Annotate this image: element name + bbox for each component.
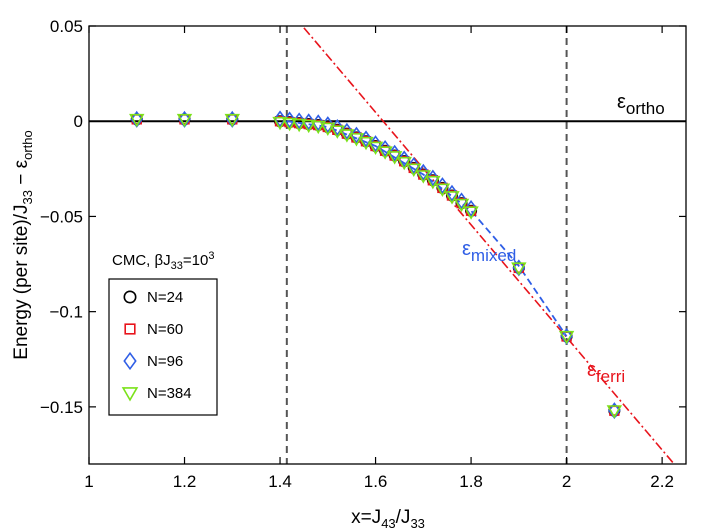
x-tick-label: 2 [562,472,571,491]
mixed-line [286,120,568,337]
data-point-n-96 [369,135,382,153]
data-point-n-384 [606,405,623,419]
y-tick-label: −0.05 [40,207,83,226]
ferri-annotation: εferri [587,359,625,386]
legend-marker [123,351,137,371]
data-point-n-96 [273,110,287,128]
data-point-n-384 [463,206,479,220]
data-point-n-384 [272,116,288,131]
legend-marker [123,290,137,304]
x-tick-label: 1 [84,472,93,491]
data-point-n-384 [434,183,451,197]
data-point-n-96 [388,144,401,162]
data-point-n-384 [176,113,193,128]
data-point-n-96 [407,157,420,175]
legend-marker [124,323,136,335]
y-axis-label: Energy (per site)/J33 − εortho [11,130,35,359]
data-point-n-384 [129,113,145,128]
data-point-n-96 [417,163,430,181]
data-point-n-96 [464,199,478,217]
legend-label: N=96 [147,353,183,370]
x-tick-label: 2.2 [650,472,674,491]
legend-marker [121,387,139,402]
y-tick-label: −0.15 [40,398,83,417]
data-point-n-384 [406,163,422,177]
data-point-n-384 [300,119,317,134]
mixed-annotation: εmixed [462,238,516,265]
legend-title: CMC, βJ33=103 [112,250,214,272]
data-point-n-96 [455,192,468,210]
data-point-n-96 [445,184,459,202]
data-point-n-384 [310,120,326,135]
y-tick-label: 0 [74,112,83,131]
ortho-annotation: εortho [617,91,665,118]
data-point-n-384 [348,133,365,147]
plot-frame [88,25,687,465]
data-point-n-384 [558,330,575,345]
data-point-n-384 [511,262,527,276]
data-point-n-96 [378,139,392,157]
data-point-n-384 [453,198,470,213]
x-tick-label: 1.2 [173,472,197,491]
data-point-n-384 [396,156,412,171]
data-point-n-384 [425,175,441,190]
data-point-n-384 [291,118,307,133]
data-point-n-96 [350,126,363,144]
data-point-n-384 [224,113,240,128]
ferri-line [303,27,676,464]
data-point-n-96 [340,122,354,140]
x-tick-label: 1.6 [364,472,388,491]
y-tick-label: −0.1 [49,303,83,322]
legend-label: N=24 [147,289,183,306]
data-point-n-384 [281,117,298,132]
x-axis-label: x=J43/J33 [351,507,425,531]
data-point-n-384 [444,191,460,205]
data-point-n-384 [339,129,355,143]
data-point-n-384 [320,122,336,137]
y-tick-label: 0.05 [50,17,83,36]
data-point-n-96 [436,177,449,195]
x-tick-label: 1.4 [268,472,292,491]
data-point-n-96 [359,130,373,148]
data-point-n-96 [398,150,411,168]
data-point-n-384 [329,125,346,139]
legend-label: N=384 [147,385,192,402]
x-tick-label: 1.8 [459,472,483,491]
legend-label: N=60 [147,321,183,338]
data-point-n-96 [426,169,440,187]
